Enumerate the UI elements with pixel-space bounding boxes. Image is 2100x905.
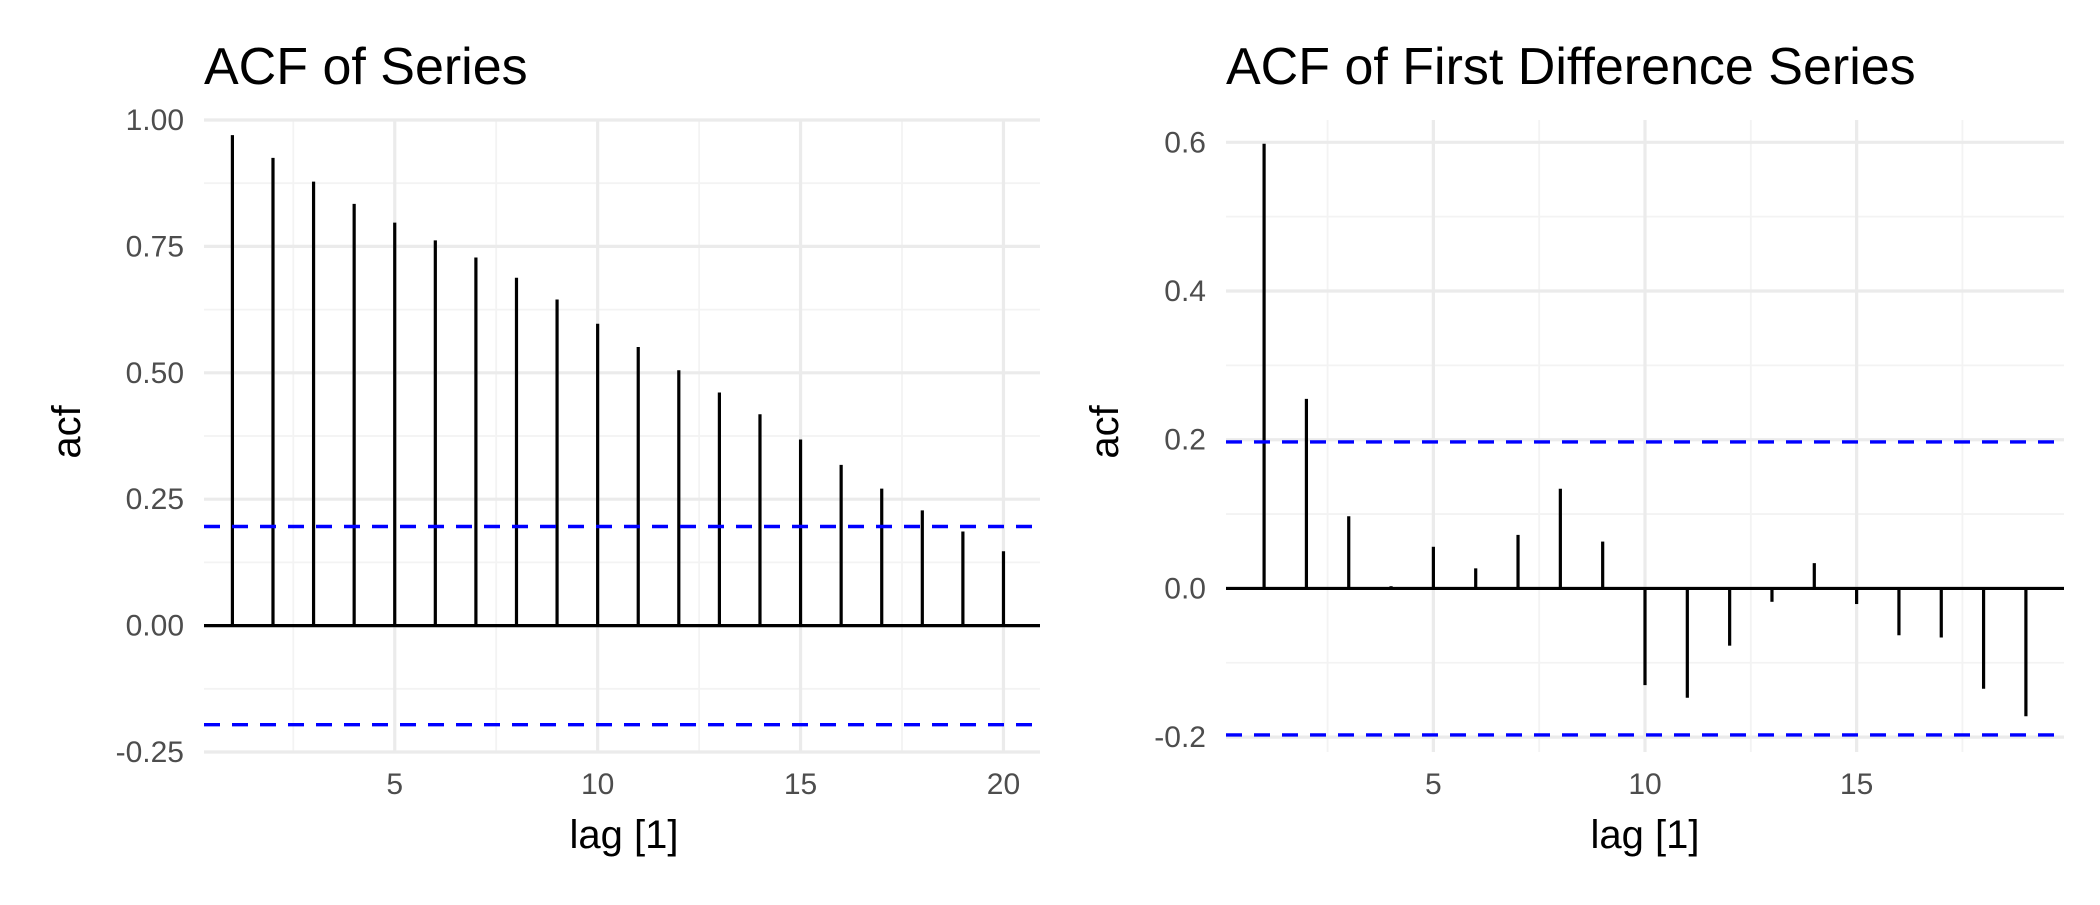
acf-first-difference-panel: ACF of First Difference Series lag [1] a… — [1083, 38, 2064, 857]
y-tick-label: 0.6 — [1164, 126, 1206, 159]
y-axis-title: acf — [45, 404, 89, 458]
chart-title: ACF of Series — [204, 38, 528, 96]
y-tick-label: 0.50 — [126, 357, 184, 390]
y-tick-label: 0.0 — [1164, 572, 1206, 605]
x-tick-label: 5 — [386, 768, 403, 801]
y-tick-label: 1.00 — [126, 104, 184, 137]
acf-stems — [1262, 143, 2028, 717]
x-tick-label: 15 — [784, 768, 817, 801]
x-tick-label: 5 — [1425, 768, 1442, 801]
x-tick-label: 10 — [581, 768, 614, 801]
y-tick-label: 0.2 — [1164, 424, 1206, 457]
x-tick-label: 10 — [1628, 768, 1661, 801]
chart-title: ACF of First Difference Series — [1226, 38, 1916, 96]
y-tick-label: 0.25 — [126, 483, 184, 516]
x-axis-title: lag [1] — [1591, 813, 1700, 857]
y-tick-label: 0.75 — [126, 230, 184, 263]
y-axis-title: acf — [1083, 404, 1127, 458]
y-tick-label: 0.00 — [126, 610, 184, 643]
y-tick-label: 0.4 — [1164, 275, 1206, 308]
acf-series-panel: ACF of Series lag [1] acf -0.25 0.00 0.25 0… — [45, 38, 1040, 857]
acf-stems — [230, 135, 1006, 626]
grid — [204, 118, 1040, 754]
x-tick-label: 15 — [1840, 768, 1873, 801]
x-axis-title: lag [1] — [570, 813, 679, 857]
y-tick-label: -0.2 — [1154, 721, 1206, 754]
y-tick-label: -0.25 — [116, 736, 184, 769]
x-tick-label: 20 — [987, 768, 1020, 801]
